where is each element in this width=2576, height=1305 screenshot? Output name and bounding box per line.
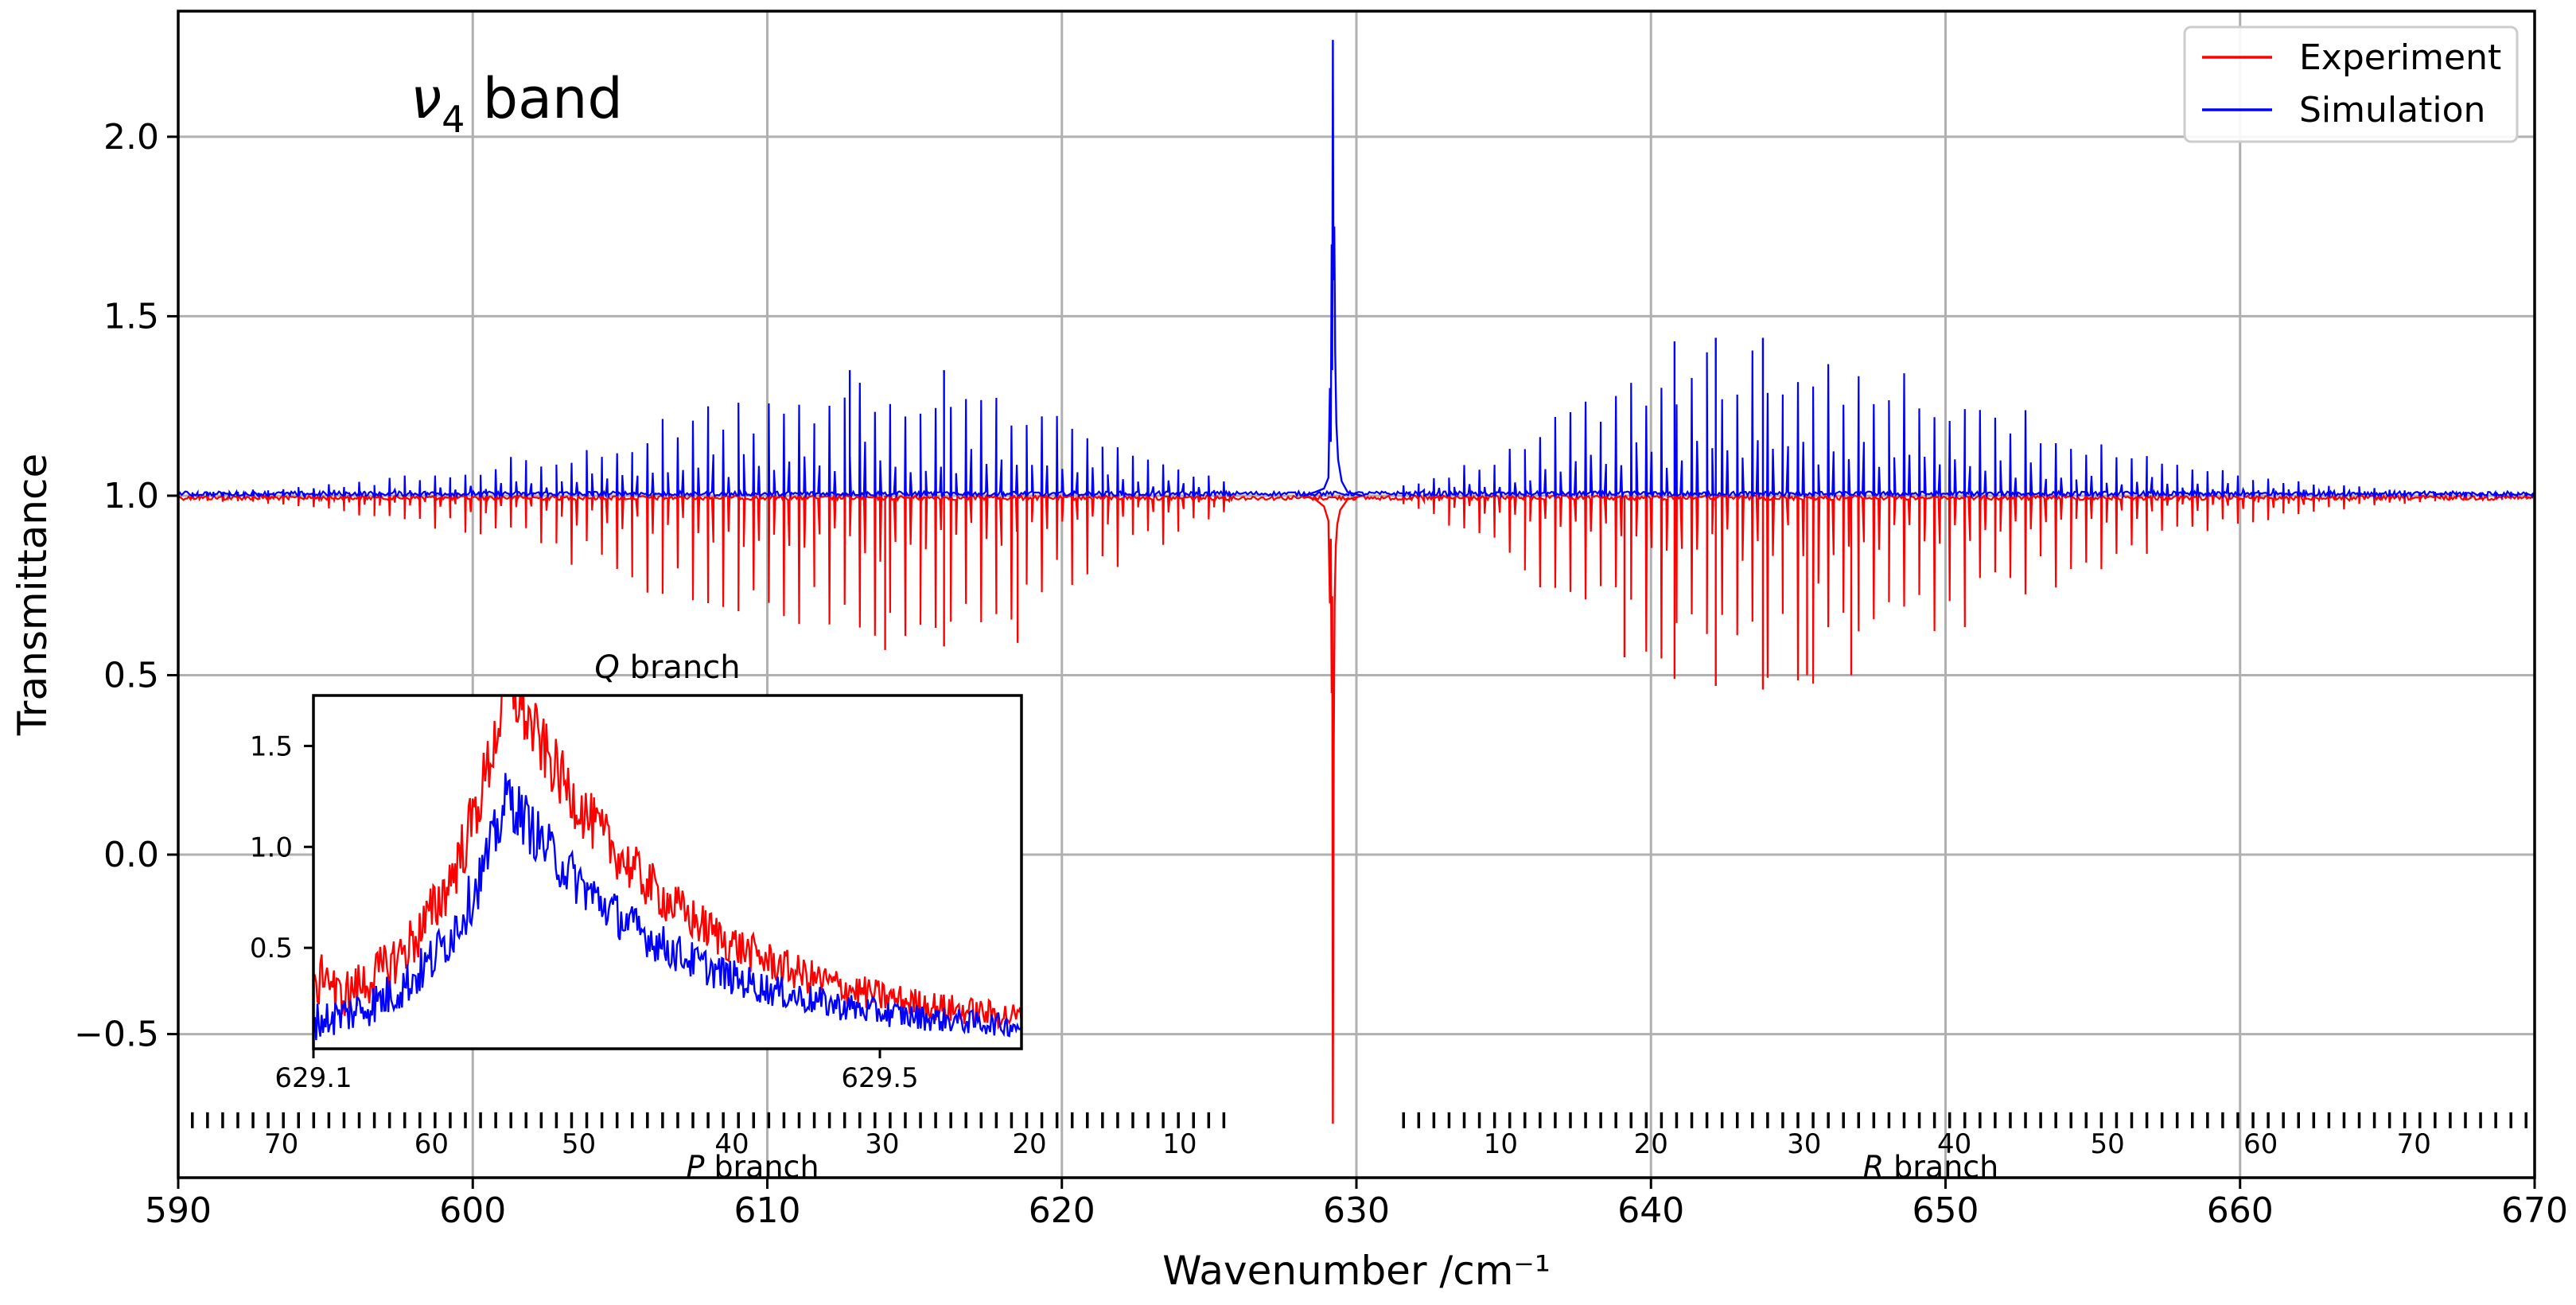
x-tick-label: 660 (2207, 1190, 2274, 1231)
branch-letter: R (1863, 1149, 1884, 1184)
x-tick-label: 630 (1323, 1190, 1390, 1231)
title-subscript: 4 (442, 98, 465, 141)
inset-q-branch: 0.5 1.0 1.5 629.1 629.5 Q branch (250, 649, 1023, 1094)
inset-y-tick-label: 1.0 (250, 832, 293, 863)
y-tick-label: 1.5 (103, 296, 159, 337)
inset-x-tick-label: 629.5 (841, 1062, 918, 1094)
y-tick-label: 1.0 (103, 476, 159, 516)
x-tick-label: 670 (2501, 1190, 2568, 1231)
x-tick-label: 620 (1029, 1190, 1095, 1231)
x-tick-label: 590 (145, 1190, 212, 1231)
labels: Wavenumber /cm⁻¹ Transmittance ν4 band (10, 66, 1551, 1294)
legend-box (2183, 25, 2519, 143)
inset-title: Q branch (594, 649, 740, 686)
r-branch-j-label: 10 (1484, 1128, 1518, 1160)
inset-experiment-line (313, 695, 1021, 1030)
branch-word: branch (1884, 1149, 1998, 1184)
y-axis-label: Transmittance (10, 454, 56, 737)
r-branch-j-label: 20 (1634, 1128, 1668, 1160)
legend-label: Simulation (2299, 90, 2485, 130)
y-tick-label: −0.5 (74, 1015, 159, 1055)
inset-series (313, 695, 1021, 1041)
x-tick-label: 640 (1617, 1190, 1684, 1231)
experiment-q-branch (1302, 494, 1363, 1124)
x-axis-label: Wavenumber /cm⁻¹ (1162, 1248, 1551, 1294)
p-branch-j-label: 60 (414, 1128, 449, 1160)
title-nu: ν (411, 66, 442, 131)
r-branch-label: R branch (1863, 1149, 1999, 1184)
inset-simulation-line (313, 773, 1021, 1041)
legend: Experiment Simulation (2183, 25, 2519, 143)
legend-label: Experiment (2299, 37, 2501, 78)
y-tick-label: 2.0 (103, 117, 159, 158)
p-branch-j-label: 10 (1162, 1128, 1197, 1160)
branch-letter: P (686, 1149, 704, 1184)
simulation-series-line (178, 350, 2535, 500)
j-tick-markers: 70 60 50 40 30 20 10 10 20 30 40 50 60 70P branch R br… (191, 1112, 2528, 1184)
branch-word: branch (704, 1149, 819, 1184)
y-tick-label: 0.5 (103, 655, 159, 695)
inset-frame (312, 694, 1023, 1050)
title-band: band (465, 66, 622, 131)
p-branch-j-label: 30 (865, 1128, 899, 1160)
p-branch-j-label: 40 (714, 1128, 749, 1160)
x-tick-label: 600 (439, 1190, 506, 1231)
p-branch-j-label: 50 (562, 1128, 596, 1160)
p-branch-j-label: 70 (264, 1128, 298, 1160)
r-branch-j-label: 30 (1787, 1128, 1821, 1160)
x-tick-label: 610 (734, 1190, 801, 1231)
inset-background (313, 695, 1021, 1049)
series-layer (178, 40, 2535, 1124)
r-branch-j-label: 50 (2091, 1128, 2125, 1160)
p-branch-label: P branch (686, 1149, 819, 1184)
simulation-q-branch (1302, 40, 1363, 497)
inset-y-tick-label: 1.5 (250, 730, 293, 762)
y-tick-label: 0.0 (103, 835, 159, 875)
chart-title: ν4 band (411, 66, 623, 141)
p-branch-j-label: 20 (1012, 1128, 1046, 1160)
inset-title-letter: Q (594, 649, 619, 686)
axes: 590 600 610 620 630 640 650 660 670 −0.5 0.0 0.5 1.0… (74, 10, 2568, 1231)
inset-title-word: branch (620, 649, 741, 686)
experiment-series-line (178, 492, 2535, 684)
inset-y-tick-label: 0.5 (250, 933, 293, 964)
r-branch-j-label: 40 (1937, 1128, 1971, 1160)
r-branch-j-label: 60 (2243, 1128, 2278, 1160)
inset-x-tick-label: 629.1 (274, 1062, 352, 1094)
x-tick-label: 650 (1913, 1190, 1979, 1231)
r-branch-j-label: 70 (2397, 1128, 2431, 1160)
